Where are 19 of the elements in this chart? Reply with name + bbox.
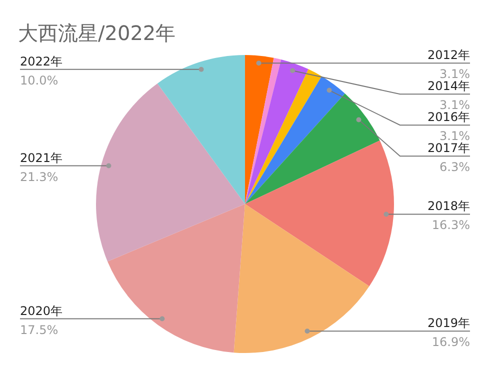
data-label: 21.3%	[20, 170, 58, 184]
slice-label: 2018年	[427, 199, 470, 214]
slice-label: 2020年	[20, 304, 63, 318]
slice-label: 2021年	[20, 150, 63, 165]
chart-title: 大西流星/2022年	[18, 21, 176, 45]
data-label: 10.0%	[20, 73, 58, 88]
data-label: 16.9%	[432, 335, 470, 350]
slice-label: 2019年	[427, 316, 470, 330]
slice-label: 2016年	[427, 110, 470, 124]
data-label: 3.1%	[440, 129, 470, 144]
data-label: 3.1%	[440, 98, 470, 112]
slice-label: 2012年	[427, 48, 470, 62]
slice-label: 2017年	[427, 141, 470, 156]
data-label: 6.3%	[440, 160, 470, 174]
data-label: 3.1%	[440, 67, 470, 82]
slice-label: 2014年	[427, 79, 470, 94]
data-label: 17.5%	[20, 322, 58, 337]
data-label: 16.3%	[432, 218, 470, 232]
slice-label: 2022年	[20, 54, 63, 68]
